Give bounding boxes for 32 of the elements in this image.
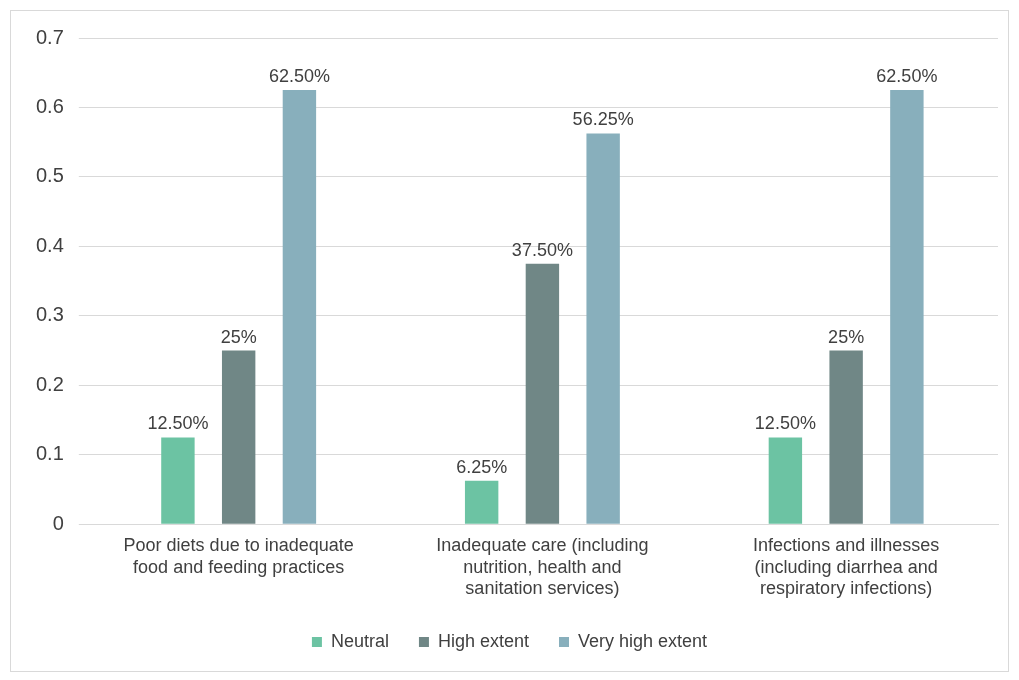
bar [829, 350, 863, 524]
data-label: 25% [220, 326, 257, 347]
data-label: 56.25% [572, 109, 634, 130]
bar [525, 263, 560, 524]
y-tick-label: 0.7 [35, 25, 64, 48]
bar [161, 437, 195, 524]
data-label: 62.50% [876, 66, 938, 87]
legend-label: Neutral [330, 630, 389, 651]
bar [464, 480, 499, 524]
y-tick-label: 0.5 [35, 164, 64, 187]
y-tick-label: 0.3 [35, 303, 64, 326]
y-tick-label: 0.1 [35, 442, 64, 465]
bar [282, 90, 317, 524]
y-tick-label: 0.6 [35, 94, 64, 117]
data-label: 12.50% [754, 413, 816, 434]
y-tick-label: 0.4 [35, 233, 64, 256]
y-tick-label: 0 [52, 511, 64, 534]
y-tick-label: 0.2 [35, 372, 64, 395]
data-label: 25% [828, 326, 865, 347]
x-tick-label: Infections and illnesses (including diarrhea and respiratory infections) [753, 534, 940, 599]
bar [890, 90, 924, 524]
legend-label: Very high extent [578, 630, 708, 651]
legend-label: High extent [437, 630, 530, 651]
bar [768, 437, 803, 524]
data-label: 62.50% [268, 66, 330, 87]
x-tick-label: Inadequate care (including nutrition, health and sanitation services) [436, 534, 649, 599]
bar [586, 133, 620, 524]
bar [221, 350, 256, 524]
x-tick-label: Poor diets due to inadequate food and feeding practices [123, 534, 354, 577]
data-label: 6.25% [456, 456, 508, 477]
data-label: 37.50% [511, 239, 573, 260]
data-label: 12.50% [147, 413, 209, 434]
